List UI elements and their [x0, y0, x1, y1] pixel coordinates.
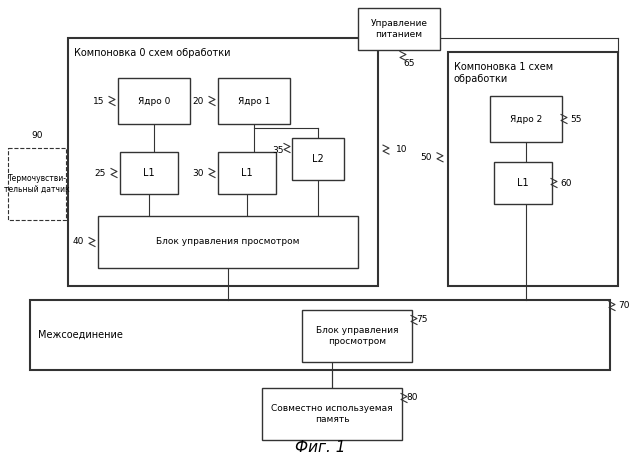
Text: 35: 35 — [273, 146, 284, 155]
Text: L1: L1 — [143, 168, 155, 178]
Text: Ядро 1: Ядро 1 — [238, 96, 270, 106]
Bar — [218, 152, 276, 194]
Text: 15: 15 — [93, 96, 104, 106]
Text: Фиг. 1: Фиг. 1 — [295, 440, 345, 456]
Bar — [218, 78, 290, 124]
Text: 55: 55 — [570, 114, 582, 124]
Bar — [490, 96, 562, 142]
Bar — [302, 310, 412, 362]
Bar — [68, 38, 378, 286]
Text: 60: 60 — [560, 179, 572, 188]
Text: 70: 70 — [618, 301, 630, 311]
Bar — [358, 8, 440, 50]
Text: 90: 90 — [31, 131, 43, 140]
Text: Термочувстви-
тельный датчик: Термочувстви- тельный датчик — [4, 174, 70, 194]
Text: Межсоединение: Межсоединение — [38, 330, 123, 340]
Text: Совместно используемая
память: Совместно используемая память — [271, 404, 393, 424]
Bar — [292, 138, 344, 180]
Bar — [448, 52, 618, 286]
Bar — [262, 388, 402, 440]
Bar — [118, 78, 190, 124]
Text: 25: 25 — [95, 169, 106, 177]
Text: 20: 20 — [193, 96, 204, 106]
Text: Ядро 0: Ядро 0 — [138, 96, 170, 106]
Text: 80: 80 — [406, 394, 417, 402]
Text: Компоновка 1 схем
обработки: Компоновка 1 схем обработки — [454, 62, 553, 84]
Text: L2: L2 — [312, 154, 324, 164]
Text: 50: 50 — [420, 153, 432, 162]
Bar — [30, 300, 610, 370]
Bar — [494, 162, 552, 204]
Bar — [120, 152, 178, 194]
Text: 40: 40 — [72, 238, 84, 246]
Text: Ядро 2: Ядро 2 — [510, 114, 542, 124]
Text: Блок управления просмотром: Блок управления просмотром — [156, 238, 300, 246]
Text: Управление
питанием: Управление питанием — [371, 19, 428, 39]
Bar — [8, 148, 66, 220]
Text: Компоновка 0 схем обработки: Компоновка 0 схем обработки — [74, 48, 230, 58]
Text: Блок управления
просмотром: Блок управления просмотром — [316, 326, 398, 346]
Text: 75: 75 — [416, 315, 428, 325]
Bar — [98, 216, 358, 268]
Text: 10: 10 — [396, 145, 408, 154]
Text: 65: 65 — [403, 60, 415, 69]
Text: 30: 30 — [193, 169, 204, 177]
Text: L1: L1 — [241, 168, 253, 178]
Text: L1: L1 — [517, 178, 529, 188]
